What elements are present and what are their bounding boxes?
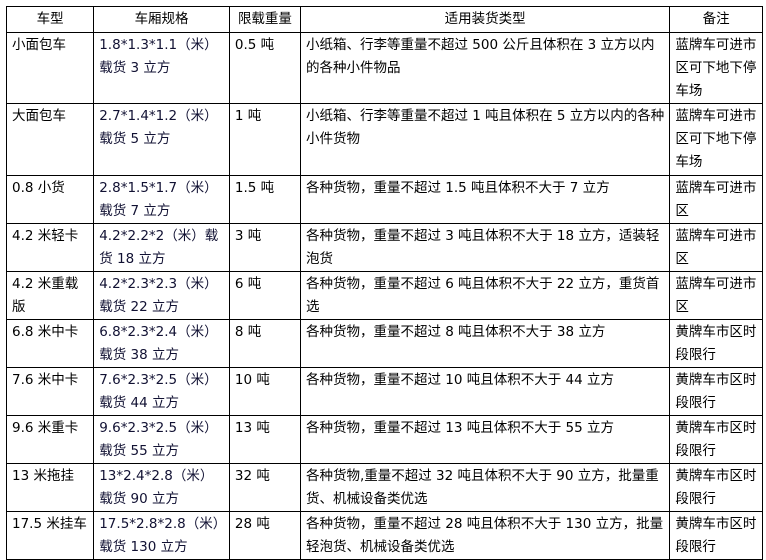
vehicle-type-cell: 4.2 米轻卡 [5,223,95,272]
table-row: 6.8 米中卡 6.8*2.3*2.4（米）载货 38 立方 8 吨各种货物，重量不… [5,319,763,368]
cargo-spec-cell: 9.6*2.3*2.5（米）载货 55 立方 [93,415,230,464]
cargo-spec-cell: 2.7*1.4*1.2（米）载货 5 立方 [93,103,230,176]
table-row: 7.6 米中卡 7.6*2.3*2.5（米）载货 44 立方 10 吨各种货物，重量… [5,367,763,416]
table-row: 小面包车 1.8*1.3*1.1（米）载货 3 立方 0.5 吨小纸箱、行李等重量不… [5,32,763,104]
header-goods-type: 适用装货类型 [299,6,671,33]
note-cell: 黄牌车市区时段限行 [669,367,763,416]
vehicle-type-cell: 6.8 米中卡 [5,319,95,368]
header-row: 车型 车厢规格 限载重量 适用装货类型 备注 [5,6,763,33]
note-cell: 黄牌车市区时段限行 [669,319,763,368]
vehicle-type-cell: 13 米拖挂 [5,463,95,512]
vehicle-type-cell: 7.6 米中卡 [5,367,95,416]
note-cell: 蓝牌车可进市区 [669,223,763,272]
goods-type-cell: 各种货物，重量不超过 1.5 吨且体积不大于 7 立方 [299,175,671,224]
note-cell: 黄牌车市区时段限行 [669,463,763,512]
goods-type-cell: 各种货物，重量不超过 3 吨且体积不大于 18 立方，适装轻泡货 [299,223,671,272]
load-limit-cell: 0.5 吨 [228,32,301,104]
vehicle-type-cell: 大面包车 [5,103,95,176]
note-cell: 蓝牌车可进市区可下地下停车场 [669,103,763,176]
header-cargo-spec: 车厢规格 [93,6,230,33]
goods-type-cell: 各种货物，重量不超过 10 吨且体积不大于 44 立方 [299,367,671,416]
cargo-spec-cell: 17.5*2.8*2.8（米）载货 130 立方 [93,511,230,560]
load-limit-cell: 3 吨 [228,223,301,272]
load-limit-cell: 10 吨 [228,367,301,416]
table-row: 13 米拖挂 13*2.4*2.8（米）载货 90 立方 32 吨各种货物,重量不超… [5,463,763,512]
cargo-spec-cell: 1.8*1.3*1.1（米）载货 3 立方 [93,32,230,104]
note-cell: 蓝牌车可进市区 [669,175,763,224]
cargo-spec-cell: 7.6*2.3*2.5（米）载货 44 立方 [93,367,230,416]
load-limit-cell: 8 吨 [228,319,301,368]
vehicle-type-cell: 0.8 小货 [5,175,95,224]
load-limit-cell: 1.5 吨 [228,175,301,224]
vehicle-type-cell: 4.2 米重载版 [5,271,95,320]
table-row: 17.5 米挂车 17.5*2.8*2.8（米）载货 130 立方 28 吨各种货物… [5,511,763,560]
goods-type-cell: 各种货物，重量不超过 8 吨且体积不大于 38 立方 [299,319,671,368]
table-row: 4.2 米轻卡 4.2*2.2*2（米）载货 18 立方 3 吨各种货物，重量不超过… [5,223,763,272]
cargo-spec-cell: 13*2.4*2.8（米）载货 90 立方 [93,463,230,512]
goods-type-cell: 各种货物，重量不超过 13 吨且体积不大于 55 立方 [299,415,671,464]
vehicle-type-cell: 小面包车 [5,32,95,104]
cargo-spec-cell: 4.2*2.3*2.3（米）载货 22 立方 [93,271,230,320]
goods-type-cell: 小纸箱、行李等重量不超过 1 吨且体积在 5 立方以内的各种小件货物 [299,103,671,176]
cargo-spec-cell: 2.8*1.5*1.7（米）载货 7 立方 [93,175,230,224]
note-cell: 蓝牌车可进市区可下地下停车场 [669,32,763,104]
cargo-spec-cell: 4.2*2.2*2（米）载货 18 立方 [93,223,230,272]
goods-type-cell: 各种货物,重量不超过 32 吨且体积不大于 90 立方，批量重货、机械设备类优选 [299,463,671,512]
table-row: 4.2 米重载版 4.2*2.3*2.3（米）载货 22 立方 6 吨各种货物，重量… [5,271,763,320]
header-note: 备注 [669,6,763,33]
vehicle-spec-table: 车型 车厢规格 限载重量 适用装货类型 备注 小面包车 1.8*1.3*1.1（米… [5,6,763,560]
note-cell: 蓝牌车可进市区 [669,271,763,320]
load-limit-cell: 28 吨 [228,511,301,560]
table-row: 9.6 米重卡 9.6*2.3*2.5（米）载货 55 立方 13 吨各种货物，重量… [5,415,763,464]
header-vehicle-type: 车型 [5,6,95,33]
table-row: 0.8 小货 2.8*1.5*1.7（米）载货 7 立方 1.5 吨各种货物，重量不… [5,175,763,224]
cargo-spec-cell: 6.8*2.3*2.4（米）载货 38 立方 [93,319,230,368]
table-row: 大面包车 2.7*1.4*1.2（米）载货 5 立方 1 吨小纸箱、行李等重量不超过… [5,103,763,176]
goods-type-cell: 各种货物，重量不超过 28 吨且体积不大于 130 立方，批量轻泡货、机械设备类… [299,511,671,560]
header-load-limit: 限载重量 [228,6,301,33]
note-cell: 黄牌车市区时段限行 [669,415,763,464]
vehicle-type-cell: 17.5 米挂车 [5,511,95,560]
goods-type-cell: 各种货物，重量不超过 6 吨且体积不大于 22 立方，重货首选 [299,271,671,320]
goods-type-cell: 小纸箱、行李等重量不超过 500 公斤且体积在 3 立方以内的各种小件物品 [299,32,671,104]
load-limit-cell: 6 吨 [228,271,301,320]
load-limit-cell: 1 吨 [228,103,301,176]
vehicle-type-cell: 9.6 米重卡 [5,415,95,464]
note-cell: 黄牌车市区时段限行 [669,511,763,560]
load-limit-cell: 32 吨 [228,463,301,512]
load-limit-cell: 13 吨 [228,415,301,464]
